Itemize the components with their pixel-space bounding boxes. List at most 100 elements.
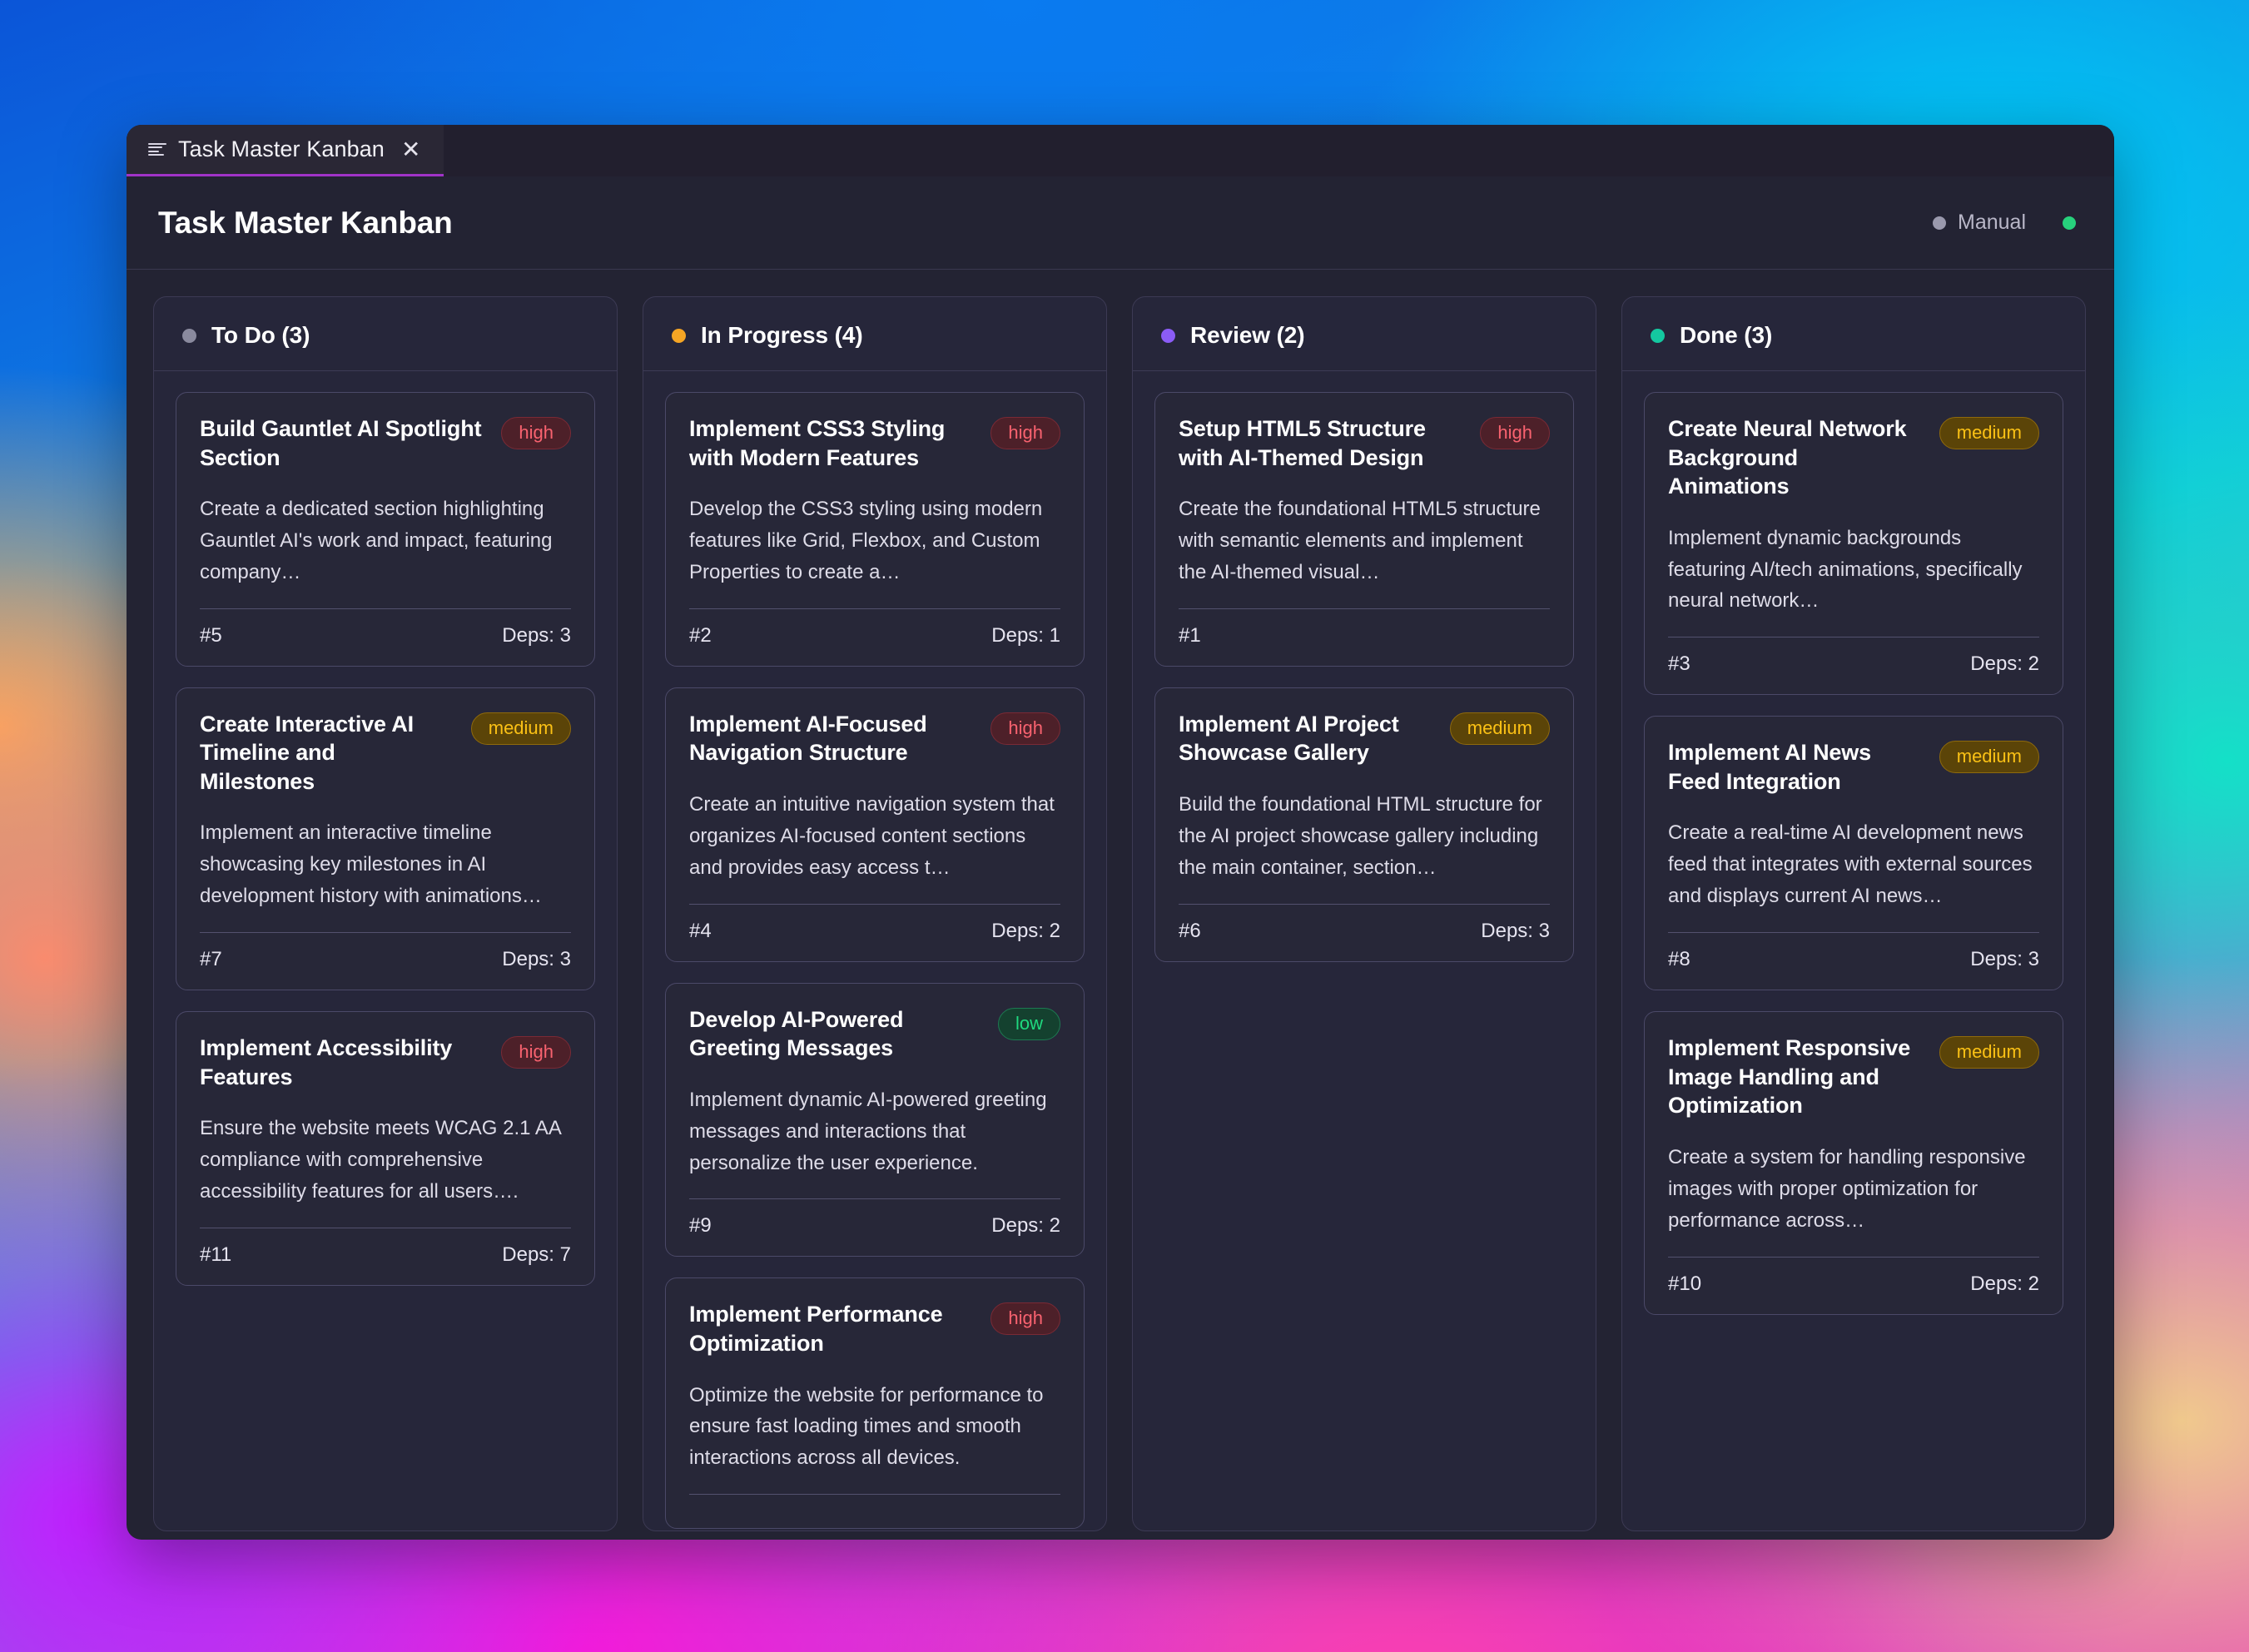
card-id: #10 <box>1668 1272 1702 1295</box>
kanban-column: Review (2) Setup HTML5 Structure with AI-… <box>1132 296 1596 1531</box>
card-dependencies: Deps: 7 <box>502 1243 571 1266</box>
card-footer: #3 Deps: 2 <box>1668 652 2039 676</box>
column-header: To Do (3) <box>154 297 617 371</box>
card-description: Create a real-time AI development news f… <box>1668 821 2033 908</box>
column-title: To Do (3) <box>211 322 310 348</box>
column-title: In Progress (4) <box>701 322 863 348</box>
column-card-list: Implement CSS3 Styling with Modern Featu… <box>643 371 1106 1530</box>
kanban-column: In Progress (4) Implement CSS3 Styling wi… <box>643 296 1107 1531</box>
status-dot-icon <box>1933 216 1946 230</box>
card-dependencies: Deps: 3 <box>1970 948 2039 971</box>
card-header: Implement Responsive Image Handling and … <box>1668 1034 2039 1120</box>
card-description: Create the foundational HTML5 structure … <box>1179 498 1541 583</box>
kanban-column: Done (3) Create Neural Network Background… <box>1621 296 2086 1531</box>
card-footer: #10 Deps: 2 <box>1668 1272 2039 1296</box>
task-card[interactable]: Build Gauntlet AI Spotlight Section high C… <box>176 392 595 667</box>
card-dependencies: Deps: 3 <box>1481 919 1550 942</box>
sync-indicator-icon <box>2063 216 2076 230</box>
priority-badge: high <box>501 417 571 449</box>
task-card[interactable]: Create Neural Network Background Animati… <box>1644 392 2063 696</box>
card-footer: #11 Deps: 7 <box>200 1243 571 1267</box>
card-footer: #5 Deps: 3 <box>200 624 571 647</box>
card-divider <box>200 608 571 609</box>
column-title: Done (3) <box>1680 322 1773 348</box>
card-title: Develop AI-Powered Greeting Messages <box>689 1006 904 1061</box>
card-divider <box>689 903 1060 905</box>
card-title: Implement Accessibility Features <box>200 1035 453 1089</box>
card-header: Implement AI-Focused Navigation Structur… <box>689 710 1060 767</box>
status-badge[interactable]: Manual <box>1933 211 2026 235</box>
task-card[interactable]: Implement Responsive Image Handling and … <box>1644 1011 2063 1315</box>
card-divider <box>1179 903 1550 905</box>
card-header: Develop AI-Powered Greeting Messages low <box>689 1005 1060 1063</box>
column-status-dot-icon <box>1161 328 1175 343</box>
priority-badge: medium <box>1939 1036 2039 1069</box>
card-footer: #2 Deps: 1 <box>689 624 1060 647</box>
card-header: Implement Performance Optimization high <box>689 1300 1060 1357</box>
card-description: Implement dynamic backgrounds featuring … <box>1668 526 2023 613</box>
close-icon[interactable]: ✕ <box>400 136 421 162</box>
priority-badge: medium <box>470 712 571 745</box>
card-header: Implement CSS3 Styling with Modern Featu… <box>689 414 1060 472</box>
tab-task-master-kanban[interactable]: Task Master Kanban ✕ <box>127 125 444 176</box>
card-id: #3 <box>1668 652 1690 676</box>
card-divider <box>1179 608 1550 609</box>
card-divider <box>200 932 571 934</box>
kanban-board: To Do (3) Build Gauntlet AI Spotlight Sec… <box>127 270 2114 1540</box>
page-title: Task Master Kanban <box>158 205 453 240</box>
app-window: Task Master Kanban ✕ Task Master Kanban … <box>127 125 2114 1540</box>
card-title: Implement Performance Optimization <box>689 1302 943 1356</box>
task-card[interactable]: Create Interactive AI Timeline and Miles… <box>176 687 595 991</box>
status-label: Manual <box>1958 211 2026 234</box>
card-header: Implement Accessibility Features high <box>200 1034 571 1091</box>
card-title: Implement AI-Focused Navigation Structur… <box>689 711 927 766</box>
card-id: #1 <box>1179 623 1201 647</box>
card-dependencies: Deps: 1 <box>991 623 1060 647</box>
card-description: Create an intuitive navigation system th… <box>689 792 1055 879</box>
card-id: #5 <box>200 623 222 647</box>
card-header: Implement AI Project Showcase Gallery med… <box>1179 710 1550 767</box>
column-status-dot-icon <box>1651 328 1665 343</box>
card-header: Implement AI News Feed Integration medium <box>1668 738 2039 796</box>
priority-badge: medium <box>1449 712 1550 745</box>
card-description: Develop the CSS3 styling using modern fe… <box>689 498 1043 583</box>
card-id: #4 <box>689 919 712 942</box>
task-card[interactable]: Setup HTML5 Structure with AI-Themed Des… <box>1154 392 1574 667</box>
card-divider <box>689 1198 1060 1200</box>
column-card-list: Create Neural Network Background Animati… <box>1622 371 2085 1530</box>
card-dependencies: Deps: 3 <box>502 948 571 971</box>
column-header: Done (3) <box>1622 297 2085 371</box>
priority-badge: high <box>501 1036 571 1069</box>
document-lines-icon <box>148 141 166 158</box>
column-title: Review (2) <box>1190 322 1305 348</box>
card-title: Implement Responsive Image Handling and … <box>1668 1035 1911 1119</box>
card-title: Build Gauntlet AI Spotlight Section <box>200 416 482 470</box>
card-id: #11 <box>200 1243 232 1266</box>
priority-badge: low <box>997 1007 1060 1040</box>
card-title: Setup HTML5 Structure with AI-Themed Des… <box>1179 416 1426 470</box>
task-card[interactable]: Implement Accessibility Features high Ensu… <box>176 1011 595 1286</box>
card-footer: #7 Deps: 3 <box>200 948 571 971</box>
column-status-dot-icon <box>672 328 686 343</box>
card-description: Create a system for handling responsive … <box>1668 1145 2026 1232</box>
task-card[interactable]: Implement CSS3 Styling with Modern Featu… <box>665 392 1085 667</box>
task-card[interactable]: Implement AI Project Showcase Gallery med… <box>1154 687 1574 962</box>
card-header: Create Interactive AI Timeline and Miles… <box>200 710 571 796</box>
card-header: Create Neural Network Background Animati… <box>1668 414 2039 501</box>
card-header: Setup HTML5 Structure with AI-Themed Des… <box>1179 414 1550 472</box>
card-divider <box>1668 1256 2039 1258</box>
card-id: #7 <box>200 948 222 971</box>
priority-badge: high <box>1480 417 1550 449</box>
tab-strip: Task Master Kanban ✕ <box>127 125 2114 176</box>
card-footer: #4 Deps: 2 <box>689 920 1060 943</box>
task-card[interactable]: Develop AI-Powered Greeting Messages low I… <box>665 982 1085 1258</box>
task-card[interactable]: Implement Performance Optimization high Op… <box>665 1277 1085 1530</box>
priority-badge: high <box>990 712 1060 745</box>
task-card[interactable]: Implement AI-Focused Navigation Structur… <box>665 687 1085 962</box>
column-header: In Progress (4) <box>643 297 1106 371</box>
task-card[interactable]: Implement AI News Feed Integration medium… <box>1644 716 2063 991</box>
kanban-column: To Do (3) Build Gauntlet AI Spotlight Sec… <box>153 296 618 1531</box>
card-description: Implement dynamic AI-powered greeting me… <box>689 1088 1047 1174</box>
card-title: Create Interactive AI Timeline and Miles… <box>200 711 414 794</box>
card-id: #6 <box>1179 919 1201 942</box>
